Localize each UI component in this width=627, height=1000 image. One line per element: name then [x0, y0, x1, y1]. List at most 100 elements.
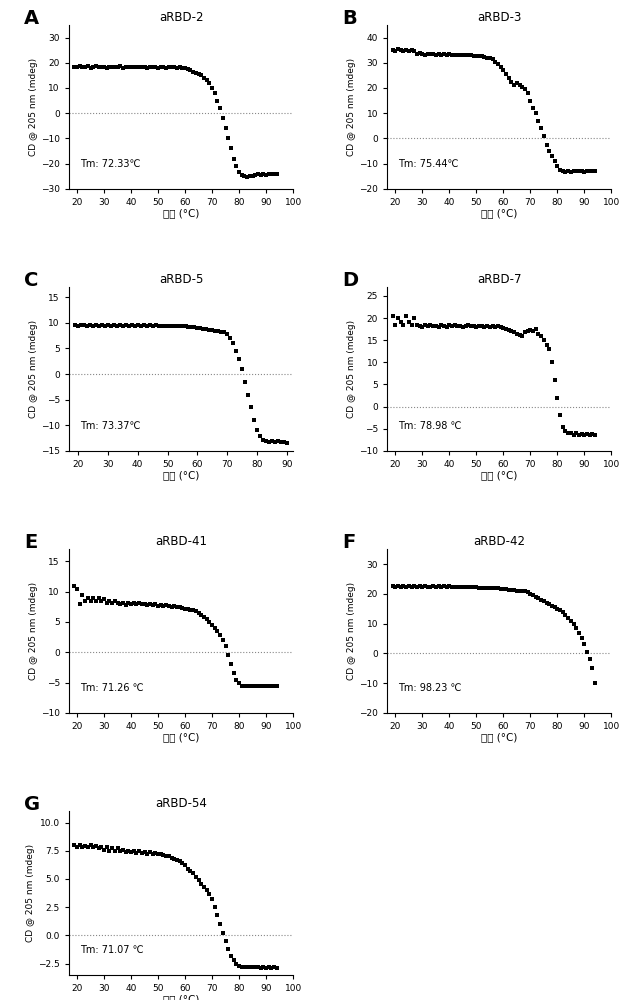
Point	[153, 598, 163, 614]
Point	[561, 164, 571, 180]
Point	[226, 656, 236, 672]
Point	[520, 324, 530, 340]
Point	[414, 318, 424, 334]
Point	[78, 59, 88, 75]
Point	[172, 318, 182, 334]
Point	[428, 46, 438, 62]
Point	[282, 435, 292, 451]
Point	[210, 85, 220, 101]
Point	[231, 158, 241, 174]
Point	[148, 597, 158, 613]
Point	[237, 959, 247, 975]
Point	[134, 595, 144, 611]
Point	[261, 960, 271, 976]
Point	[218, 925, 228, 941]
Point	[88, 839, 98, 855]
Point	[495, 581, 505, 597]
Text: Tm: 78.98 ℃: Tm: 78.98 ℃	[398, 421, 462, 431]
Point	[555, 407, 565, 423]
Point	[447, 47, 457, 63]
Point	[253, 166, 263, 182]
Point	[106, 318, 116, 334]
Point	[273, 433, 283, 449]
Point	[215, 100, 225, 116]
Point	[552, 158, 562, 174]
Point	[498, 581, 508, 597]
Point	[121, 317, 131, 333]
Point	[246, 399, 256, 415]
Point	[88, 590, 98, 606]
Point	[264, 959, 274, 975]
Point	[579, 427, 589, 443]
Point	[501, 581, 511, 597]
Point	[93, 590, 103, 606]
Point	[574, 427, 584, 443]
Point	[418, 319, 428, 335]
Point	[261, 167, 271, 183]
Y-axis label: CD @ 205 nm (mdeg): CD @ 205 nm (mdeg)	[347, 58, 356, 156]
Point	[207, 891, 217, 907]
Point	[182, 861, 192, 877]
Point	[202, 72, 212, 88]
Point	[488, 318, 498, 334]
Point	[406, 42, 416, 58]
Point	[468, 48, 478, 64]
Point	[266, 960, 277, 976]
Point	[495, 59, 505, 75]
Point	[256, 167, 266, 183]
Point	[398, 317, 408, 333]
Y-axis label: CD @ 205 nm (mdeg): CD @ 205 nm (mdeg)	[29, 582, 38, 680]
Point	[458, 47, 468, 63]
Point	[272, 678, 282, 694]
Point	[208, 322, 218, 338]
Point	[191, 65, 201, 81]
Point	[466, 47, 476, 63]
Point	[80, 838, 90, 854]
Point	[414, 578, 424, 594]
Point	[118, 595, 128, 611]
Point	[188, 602, 198, 618]
Point	[466, 318, 476, 334]
Point	[145, 596, 155, 612]
Point	[261, 433, 271, 449]
Point	[172, 852, 182, 868]
Point	[544, 341, 554, 357]
Point	[267, 433, 277, 449]
Point	[88, 318, 98, 334]
Point	[507, 74, 517, 90]
Point	[258, 678, 268, 694]
Point	[83, 58, 93, 74]
Point	[264, 678, 274, 694]
Point	[113, 59, 123, 75]
Point	[137, 845, 147, 861]
Point	[515, 327, 525, 343]
Point	[196, 876, 206, 892]
Point	[472, 579, 482, 595]
Point	[93, 840, 103, 856]
Point	[472, 319, 482, 335]
Point	[387, 42, 398, 58]
Point	[561, 607, 571, 623]
Text: B: B	[342, 9, 357, 28]
Point	[396, 42, 406, 58]
Point	[563, 425, 573, 441]
Point	[196, 607, 206, 623]
Point	[132, 59, 142, 75]
Point	[175, 853, 185, 869]
Point	[132, 596, 142, 612]
Point	[80, 59, 90, 75]
Point	[191, 603, 201, 619]
Point	[577, 426, 587, 442]
Point	[579, 636, 589, 652]
Point	[474, 580, 484, 596]
Point	[539, 332, 549, 348]
Point	[155, 59, 166, 75]
Point	[240, 374, 250, 390]
Point	[428, 578, 438, 594]
Point	[414, 45, 424, 61]
Point	[177, 600, 187, 616]
Point	[180, 60, 190, 76]
Point	[474, 318, 484, 334]
Point	[555, 162, 565, 178]
Point	[172, 60, 182, 76]
